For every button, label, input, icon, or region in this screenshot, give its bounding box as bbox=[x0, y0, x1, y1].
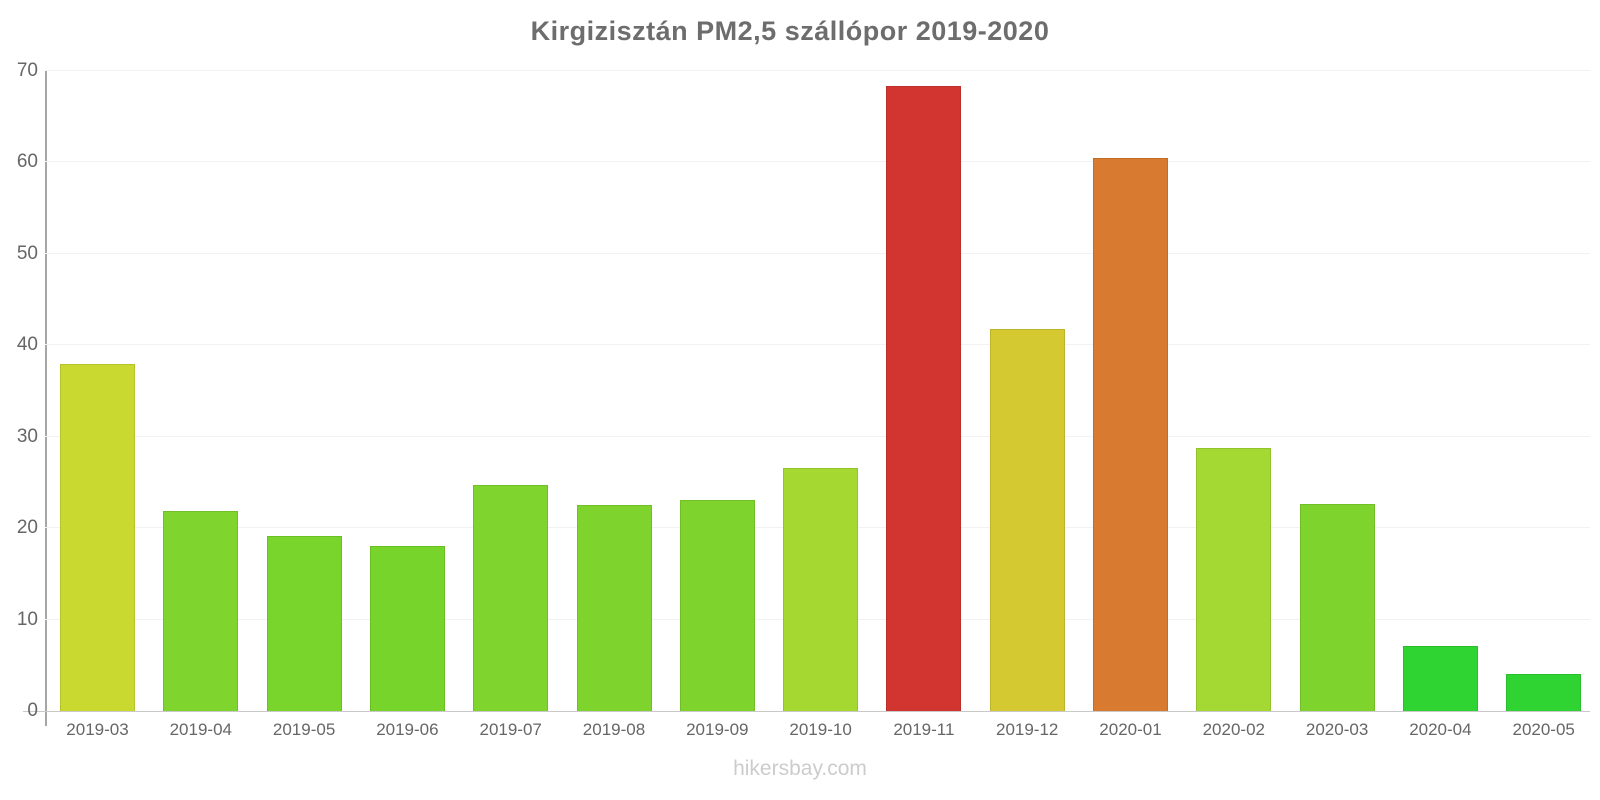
x-tick-label-2019-09: 2019-09 bbox=[686, 720, 749, 739]
plot-area: 0 10 20 30 40 50 60 70 2019-03 2019-04 2019-05 2019… bbox=[17, 60, 1590, 739]
bar-2020-03 bbox=[1299, 504, 1375, 711]
gridline-60 bbox=[45, 161, 1590, 163]
x-tick-label-2019-06: 2019-06 bbox=[376, 720, 439, 739]
gridline-40 bbox=[45, 344, 1590, 346]
x-tick-label-2019-03: 2019-03 bbox=[66, 720, 129, 739]
y-axis-line bbox=[45, 71, 47, 726]
y-tick-label-30: 30 bbox=[16, 425, 38, 447]
y-tick-label-20: 20 bbox=[16, 517, 38, 539]
gridline-30 bbox=[45, 435, 1590, 437]
bar-2019-06 bbox=[369, 546, 445, 711]
zero-tick-mark bbox=[23, 711, 45, 712]
footer-watermark: hikersbay.com bbox=[733, 757, 867, 780]
bar-2020-05 bbox=[1506, 674, 1582, 711]
chart-title: Kirgizisztán PM2,5 szállópor 2019-2020 bbox=[530, 16, 1050, 46]
y-tick-label-70: 70 bbox=[16, 60, 38, 81]
x-tick-label-2019-10: 2019-10 bbox=[789, 720, 852, 739]
x-tick-label-2019-12: 2019-12 bbox=[995, 720, 1059, 739]
bar-2019-04 bbox=[163, 510, 239, 711]
x-axis-baseline bbox=[45, 711, 1590, 712]
y-tick-label-40: 40 bbox=[16, 334, 38, 356]
bar-2019-11 bbox=[886, 85, 962, 711]
bar-2019-12 bbox=[989, 328, 1065, 711]
bar-2019-07 bbox=[473, 485, 549, 711]
x-tick-label-2019-05: 2019-05 bbox=[272, 720, 336, 739]
x-tick-label-2020-04: 2020-04 bbox=[1409, 720, 1472, 739]
y-tick-label-0: 0 bbox=[27, 700, 38, 721]
x-tick-label-2019-08: 2019-08 bbox=[582, 720, 646, 739]
y-tick-label-50: 50 bbox=[16, 242, 38, 264]
bar-2019-09 bbox=[679, 499, 755, 711]
bar-2020-01 bbox=[1093, 157, 1168, 711]
bar-2020-04 bbox=[1402, 646, 1478, 711]
x-tick-label-2020-01: 2020-01 bbox=[1099, 720, 1162, 739]
bar-2020-02 bbox=[1196, 447, 1272, 711]
y-tick-label-10: 10 bbox=[16, 608, 38, 630]
x-tick-label-2019-11: 2019-11 bbox=[893, 720, 955, 739]
gridline-70 bbox=[45, 70, 1590, 71]
x-tick-label-2020-05: 2020-05 bbox=[1512, 720, 1575, 739]
y-tick-label-60: 60 bbox=[16, 151, 38, 173]
x-tick-label-2020-02: 2020-02 bbox=[1202, 720, 1265, 739]
bar-2019-05 bbox=[266, 536, 342, 711]
x-tick-label-2019-04: 2019-04 bbox=[169, 720, 232, 739]
x-tick-label-2020-03: 2020-03 bbox=[1305, 720, 1369, 739]
x-tick-label-2019-07: 2019-07 bbox=[479, 720, 542, 739]
bar-2019-10 bbox=[783, 467, 859, 711]
bar-2019-08 bbox=[576, 505, 652, 711]
bar-2019-03 bbox=[60, 363, 135, 711]
gridline-50 bbox=[45, 252, 1590, 254]
